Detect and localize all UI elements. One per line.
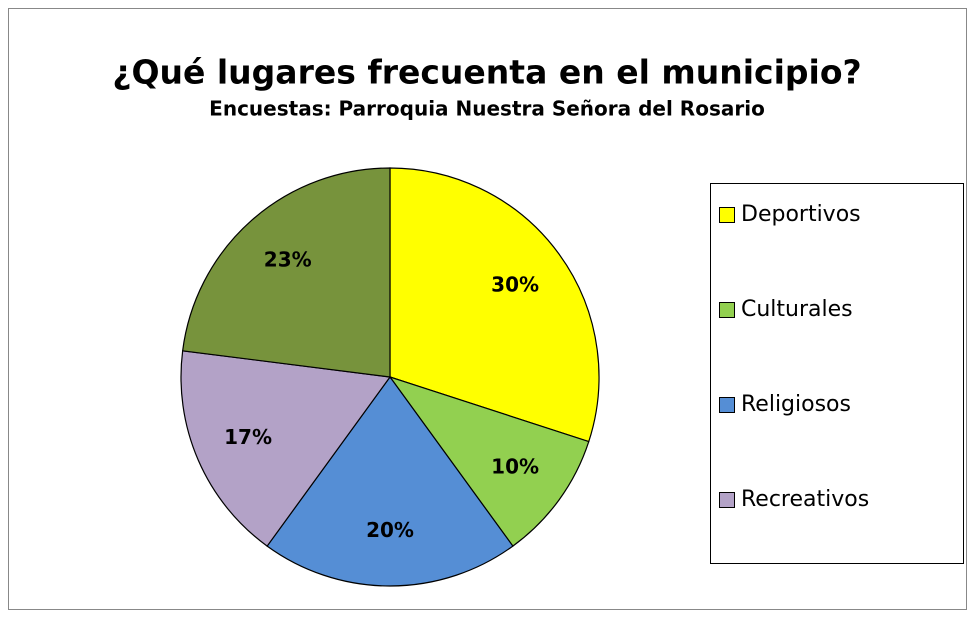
legend-label: Deportivos xyxy=(741,202,861,227)
pie-slice xyxy=(388,375,590,547)
data-label: 23% xyxy=(264,247,312,271)
legend-box xyxy=(710,183,964,564)
pie-slice xyxy=(389,167,600,443)
chart-subtitle: Encuestas: Parroquia Nuestra Señora del … xyxy=(209,97,765,121)
legend-swatch xyxy=(719,302,735,318)
legend-swatch xyxy=(719,207,735,223)
data-label: 20% xyxy=(366,518,414,542)
legend-label: Recreativos xyxy=(741,487,869,512)
legend-swatch xyxy=(719,492,735,508)
legend-label: Culturales xyxy=(741,297,853,322)
pie-slice xyxy=(266,375,514,587)
chart-title: ¿Qué lugares frecuenta en el municipio? xyxy=(112,53,861,92)
legend-label: Religiosos xyxy=(741,392,851,417)
legend-swatch xyxy=(719,397,735,413)
data-label: 30% xyxy=(491,273,539,297)
data-label: 10% xyxy=(491,454,539,478)
pie-slice xyxy=(180,350,392,547)
data-label: 17% xyxy=(224,425,272,449)
pie-slice xyxy=(181,167,391,378)
